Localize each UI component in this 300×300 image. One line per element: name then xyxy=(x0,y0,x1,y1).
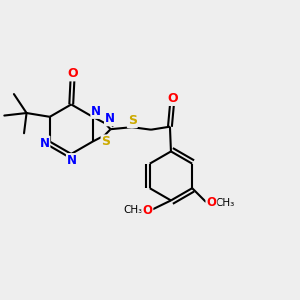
Text: S: S xyxy=(102,135,111,148)
Text: CH₃: CH₃ xyxy=(216,198,235,208)
Text: N: N xyxy=(39,136,50,150)
Text: CH₃: CH₃ xyxy=(124,205,143,215)
Text: N: N xyxy=(67,154,77,167)
Text: O: O xyxy=(167,92,178,105)
Text: O: O xyxy=(206,196,216,209)
Text: O: O xyxy=(67,68,78,80)
Text: N: N xyxy=(105,112,115,125)
Text: O: O xyxy=(142,204,152,217)
Text: S: S xyxy=(128,114,137,127)
Text: N: N xyxy=(91,105,101,118)
